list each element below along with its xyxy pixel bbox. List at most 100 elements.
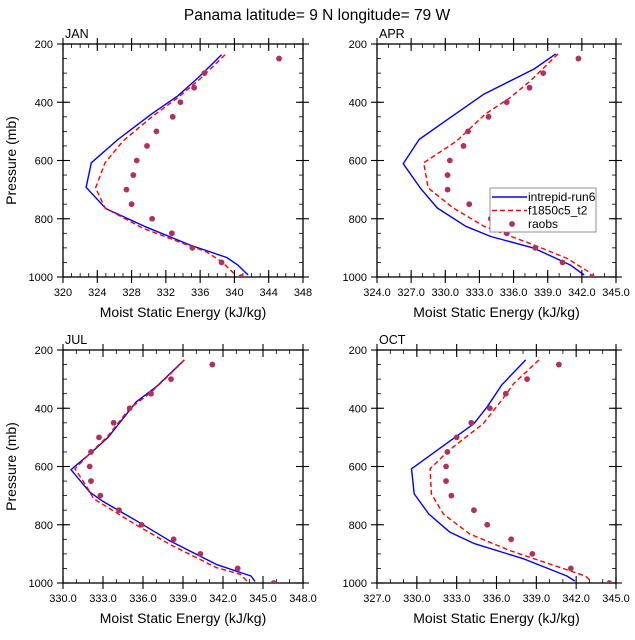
x-tick-label: 339.0 bbox=[523, 593, 551, 605]
raobs-point bbox=[270, 580, 277, 583]
legend-label: f1850c5_t2 bbox=[528, 204, 588, 218]
raobs-point bbox=[567, 565, 574, 572]
panel-oct: OCT 327.0 330.0 333.0 336.0 339.0 342.0 345.0 20… bbox=[343, 333, 630, 626]
x-tick-label: 339.0 bbox=[169, 593, 197, 605]
raobs-point bbox=[191, 84, 198, 91]
y-tick-label: 200 bbox=[349, 345, 367, 357]
x-tick-label: 344 bbox=[260, 287, 278, 299]
raobs-point bbox=[443, 463, 449, 470]
x-tick-label: 348.0 bbox=[289, 593, 317, 605]
raobs-point bbox=[189, 244, 196, 251]
raobs-point bbox=[128, 201, 135, 208]
legend-marker-raobs bbox=[509, 221, 515, 227]
raobs-point bbox=[446, 157, 453, 164]
y-tick-label: 1000 bbox=[29, 578, 53, 590]
raobs-point bbox=[453, 434, 460, 441]
series-line-f1850c5_t2 bbox=[74, 359, 248, 582]
series-line-intrepid-run6 bbox=[410, 359, 576, 582]
y-tick-label: 600 bbox=[349, 156, 367, 168]
raobs-point bbox=[123, 186, 130, 193]
y-tick-label: 400 bbox=[35, 403, 53, 415]
x-axis-title: Moist Static Energy (kJ/kg) bbox=[413, 304, 580, 320]
raobs-point bbox=[559, 259, 566, 266]
raobs-point bbox=[486, 405, 493, 412]
series-line-f1850c5_t2 bbox=[94, 54, 237, 277]
y-axis-title: Pressure (mb) bbox=[3, 116, 19, 205]
raobs-point bbox=[485, 113, 492, 120]
raobs-point bbox=[153, 128, 160, 135]
panel-title: OCT bbox=[379, 333, 406, 347]
panel-apr: APR 324.0 327.0 330.0 333.0 336.0 339.0 342.0 34… bbox=[343, 27, 630, 320]
raobs-point bbox=[444, 172, 451, 178]
panel-title: APR bbox=[379, 27, 405, 41]
plot-area bbox=[85, 54, 282, 277]
y-tick-label: 800 bbox=[35, 214, 53, 226]
raobs-point bbox=[460, 143, 467, 149]
raobs-point bbox=[589, 274, 595, 277]
x-tick-label: 336 bbox=[191, 287, 209, 299]
raobs-point bbox=[201, 70, 208, 77]
x-tick-label: 345.0 bbox=[602, 593, 630, 605]
x-tick-label: 333.0 bbox=[466, 287, 494, 299]
raobs-point bbox=[168, 230, 175, 237]
x-tick-label: 336.0 bbox=[500, 287, 528, 299]
x-tick-label: 348 bbox=[294, 287, 312, 299]
raobs-point bbox=[169, 113, 176, 120]
raobs-point bbox=[575, 55, 582, 62]
x-tick-label: 324 bbox=[88, 287, 106, 299]
series-line-f1850c5_t2 bbox=[423, 53, 592, 276]
y-tick-label: 400 bbox=[35, 97, 53, 109]
y-tick-label: 1000 bbox=[29, 272, 53, 284]
raobs-point bbox=[606, 580, 613, 583]
raobs-point bbox=[238, 274, 245, 277]
raobs-point bbox=[484, 521, 491, 528]
y-tick-label: 200 bbox=[35, 39, 53, 51]
raobs-point bbox=[471, 507, 477, 514]
panel-title: JUL bbox=[65, 333, 87, 347]
raobs-point bbox=[465, 128, 471, 135]
x-axis-title: Moist Static Energy (kJ/kg) bbox=[100, 610, 267, 626]
y-tick-label: 600 bbox=[35, 156, 53, 168]
y-tick-label: 400 bbox=[349, 97, 367, 109]
plot-area bbox=[402, 53, 595, 277]
y-tick-label: 800 bbox=[349, 214, 367, 226]
y-tick-label: 200 bbox=[35, 345, 53, 357]
raobs-point bbox=[116, 507, 122, 514]
panel-jan: JAN 320 324 328 332 336 340 344 348 200 400 600 800 1… bbox=[3, 27, 312, 320]
x-axis-title: Moist Static Energy (kJ/kg) bbox=[413, 610, 580, 626]
x-tick-label: 327.0 bbox=[397, 287, 425, 299]
raobs-point bbox=[526, 84, 533, 91]
y-tick-label: 400 bbox=[349, 403, 367, 415]
raobs-point bbox=[529, 550, 536, 557]
y-axis-title: Pressure (mb) bbox=[3, 422, 19, 511]
raobs-point bbox=[96, 434, 102, 441]
raobs-point bbox=[110, 419, 117, 426]
x-tick-label: 342.0 bbox=[568, 287, 596, 299]
plot-area bbox=[410, 359, 613, 583]
raobs-point bbox=[133, 157, 140, 164]
raobs-point bbox=[149, 215, 156, 222]
x-tick-label: 333.0 bbox=[443, 593, 471, 605]
raobs-point bbox=[130, 172, 137, 178]
x-tick-label: 342.0 bbox=[562, 593, 590, 605]
legend-label: intrepid-run6 bbox=[528, 190, 596, 204]
raobs-point bbox=[218, 259, 225, 266]
raobs-point bbox=[197, 550, 204, 557]
raobs-point bbox=[468, 419, 475, 426]
raobs-point bbox=[126, 405, 133, 412]
y-tick-label: 1000 bbox=[343, 578, 367, 590]
y-tick-label: 600 bbox=[35, 462, 53, 474]
x-tick-label: 330.0 bbox=[403, 593, 431, 605]
y-tick-label: 1000 bbox=[343, 272, 367, 284]
series-line-f1850c5_t2 bbox=[429, 359, 592, 582]
raobs-point bbox=[170, 536, 177, 543]
raobs-point bbox=[444, 449, 451, 455]
x-tick-label: 342.0 bbox=[209, 593, 237, 605]
raobs-point bbox=[209, 361, 216, 368]
raobs-point bbox=[508, 536, 515, 543]
x-tick-label: 336.0 bbox=[483, 593, 511, 605]
x-tick-label: 324.0 bbox=[363, 287, 391, 299]
x-tick-label: 340 bbox=[225, 287, 243, 299]
plot-area bbox=[70, 359, 277, 583]
